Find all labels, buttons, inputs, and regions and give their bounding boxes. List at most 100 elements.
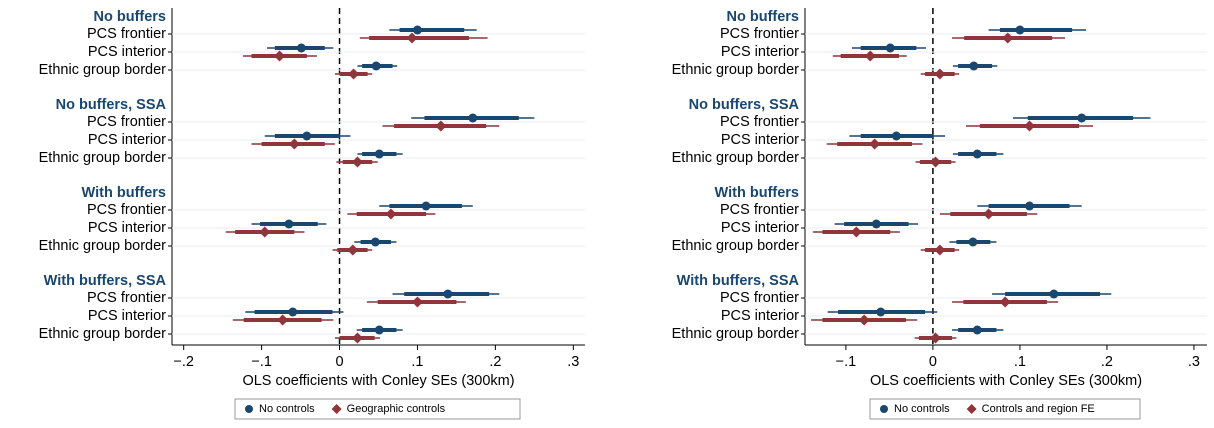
group-label: No buffers, SSA <box>689 97 800 113</box>
marker <box>1077 113 1087 123</box>
marker <box>869 138 881 150</box>
legend-marker <box>331 404 342 414</box>
marker <box>351 332 363 344</box>
marker <box>1024 201 1034 211</box>
group-label: With buffers <box>82 185 166 201</box>
marker <box>406 32 418 44</box>
marker <box>412 25 422 35</box>
marker <box>930 156 942 168</box>
marker <box>858 314 870 326</box>
y-tick-label: PCS interior <box>88 308 166 324</box>
x-tick-label: −.1 <box>836 354 857 370</box>
y-tick-label: PCS frontier <box>720 290 799 306</box>
x-axis-label: OLS coefficients with Conley SEs (300km) <box>870 373 1142 389</box>
x-tick-label: −.2 <box>173 354 194 370</box>
marker <box>288 307 298 317</box>
marker <box>468 113 478 123</box>
marker <box>374 325 384 335</box>
marker <box>934 68 946 80</box>
y-tick-label: PCS frontier <box>87 26 166 42</box>
marker <box>969 61 979 71</box>
marker <box>443 289 453 299</box>
marker <box>1015 25 1025 35</box>
marker <box>371 61 381 71</box>
y-tick-label: PCS frontier <box>720 114 799 130</box>
legend-box <box>869 398 1141 420</box>
y-tick-label: Ethnic group border <box>672 150 800 166</box>
marker <box>259 226 271 238</box>
marker <box>1023 120 1035 132</box>
marker <box>1049 289 1059 299</box>
x-tick-label: .1 <box>1014 354 1026 370</box>
marker <box>891 131 901 141</box>
marker <box>347 244 359 256</box>
marker <box>351 156 363 168</box>
x-axis-label: OLS coefficients with Conley SEs (300km) <box>242 373 514 389</box>
marker <box>968 237 978 247</box>
x-tick-label: .2 <box>489 354 501 370</box>
marker <box>277 314 289 326</box>
x-tick-label: .3 <box>567 354 579 370</box>
y-tick-label: PCS frontier <box>720 202 799 218</box>
marker <box>370 237 380 247</box>
legend-label: Geographic controls <box>347 403 446 415</box>
x-tick-label: −.1 <box>251 354 272 370</box>
y-tick-label: PCS interior <box>721 44 799 60</box>
marker <box>864 50 876 62</box>
legend-label: No controls <box>259 403 315 415</box>
group-label: No buffers <box>94 9 167 25</box>
y-tick-label: PCS frontier <box>87 114 166 130</box>
marker <box>871 219 881 229</box>
y-tick-label: Ethnic group border <box>39 150 167 166</box>
legend-box <box>234 398 521 420</box>
group-label: With buffers, SSA <box>677 273 800 289</box>
y-tick-label: PCS frontier <box>87 202 166 218</box>
marker <box>274 50 286 62</box>
group-label: With buffers <box>715 185 799 201</box>
group-label: With buffers, SSA <box>44 273 167 289</box>
marker <box>999 296 1011 308</box>
y-tick-label: PCS interior <box>721 308 799 324</box>
marker <box>983 208 995 220</box>
group-label: No buffers, SSA <box>56 97 167 113</box>
legend-marker <box>245 405 253 413</box>
marker <box>421 201 431 211</box>
marker <box>296 43 306 53</box>
y-tick-label: Ethnic group border <box>39 326 167 342</box>
marker <box>385 208 397 220</box>
marker <box>435 120 447 132</box>
y-tick-label: PCS interior <box>88 132 166 148</box>
y-tick-label: Ethnic group border <box>39 62 167 78</box>
marker <box>374 149 384 159</box>
group-label: No buffers <box>727 9 800 25</box>
marker <box>972 149 982 159</box>
legend-marker <box>880 405 888 413</box>
marker <box>930 332 942 344</box>
x-tick-label: .2 <box>1101 354 1113 370</box>
marker <box>348 68 360 80</box>
legend-label: No controls <box>894 403 950 415</box>
y-tick-label: Ethnic group border <box>672 238 800 254</box>
legend-label: Controls and region FE <box>982 403 1095 415</box>
x-tick-label: .3 <box>1188 354 1200 370</box>
y-tick-label: PCS frontier <box>720 26 799 42</box>
y-tick-label: PCS interior <box>721 132 799 148</box>
y-tick-label: PCS interior <box>88 44 166 60</box>
marker <box>411 296 423 308</box>
x-tick-label: 0 <box>929 354 937 370</box>
y-tick-label: PCS frontier <box>87 290 166 306</box>
y-tick-label: PCS interior <box>721 220 799 236</box>
x-tick-label: .1 <box>411 354 423 370</box>
marker <box>1002 32 1014 44</box>
marker <box>288 138 300 150</box>
y-tick-label: Ethnic group border <box>39 238 167 254</box>
marker <box>876 307 886 317</box>
y-tick-label: Ethnic group border <box>672 326 800 342</box>
marker <box>302 131 312 141</box>
marker <box>972 325 982 335</box>
marker <box>850 226 862 238</box>
marker <box>284 219 294 229</box>
y-tick-label: PCS interior <box>88 220 166 236</box>
marker <box>885 43 895 53</box>
